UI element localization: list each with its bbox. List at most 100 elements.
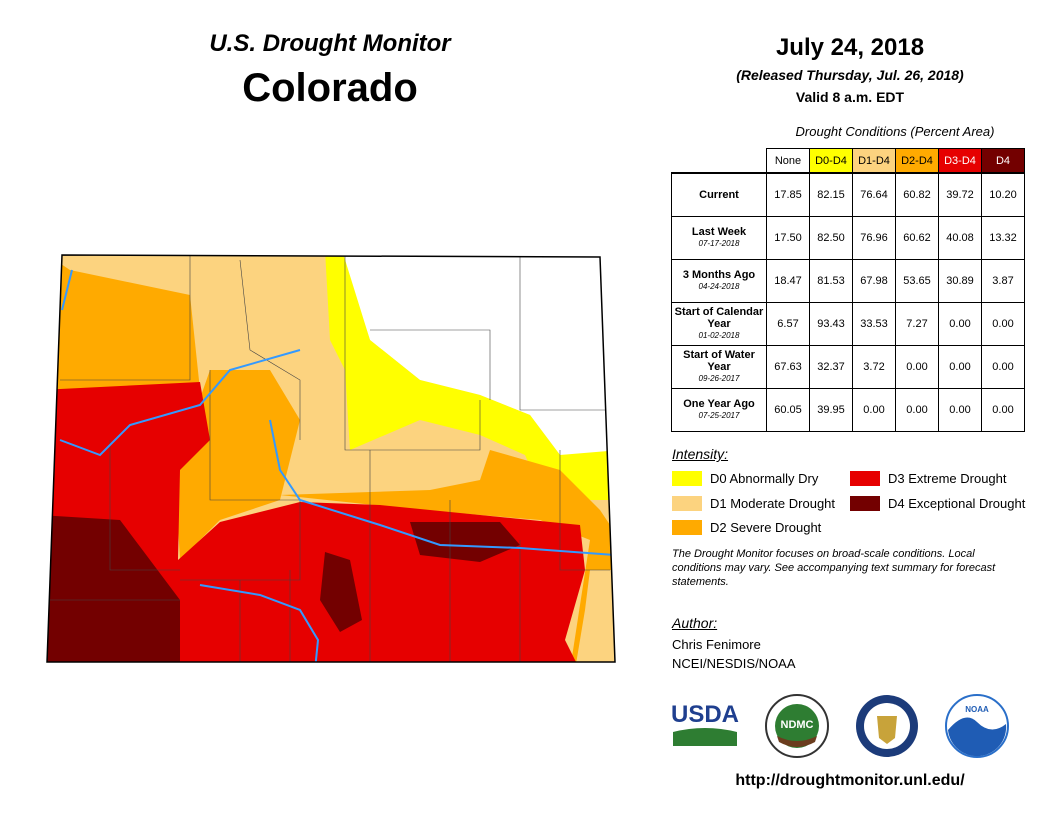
row-date: 01-02-2018 xyxy=(698,331,740,340)
value-cell: 33.53 xyxy=(852,302,896,346)
legend-item: D1 Moderate Drought xyxy=(672,496,835,511)
d2-area xyxy=(47,255,200,390)
value-cell: 53.65 xyxy=(895,259,939,303)
value-cell: 81.53 xyxy=(809,259,853,303)
logos: USDA NDMC NOAA xyxy=(671,694,1009,758)
county-lines xyxy=(47,255,615,662)
value-cell: 18.47 xyxy=(766,259,810,303)
column-header: D0-D4 xyxy=(809,148,853,174)
d1-area xyxy=(575,570,615,662)
legend-item: D0 Abnormally Dry xyxy=(672,471,818,486)
table-row: Current 17.85 82.15 76.64 60.82 39.72 10.20 xyxy=(671,172,1025,217)
drought-areas xyxy=(47,255,615,662)
table-row: 3 Months Ago 04-24-2018 18.47 81.53 67.98 53.… xyxy=(671,259,1025,303)
legend-title: Intensity: xyxy=(672,446,729,462)
author-org: NCEI/NESDIS/NOAA xyxy=(672,656,796,671)
value-cell: 0.00 xyxy=(895,345,939,389)
state-outline xyxy=(46,254,616,663)
value-cell: 82.50 xyxy=(809,216,853,260)
table-row: Last Week 07-17-2018 17.50 82.50 76.96 60.62 4… xyxy=(671,216,1025,260)
value-cell: 3.87 xyxy=(981,259,1025,303)
value-cell: 0.00 xyxy=(938,302,982,346)
table-row: Start of Calendar Year 01-02-2018 6.57 93.4… xyxy=(671,302,1025,346)
d0-area xyxy=(325,255,615,500)
column-header: D4 xyxy=(981,148,1025,174)
table-caption: Drought Conditions (Percent Area) xyxy=(795,124,995,139)
value-cell: 67.63 xyxy=(766,345,810,389)
map xyxy=(46,254,616,663)
legend-swatch xyxy=(672,496,702,511)
author-name: Chris Fenimore xyxy=(672,637,761,652)
legend-label: D1 Moderate Drought xyxy=(710,496,836,511)
no-drought-area xyxy=(340,255,615,455)
value-cell: 13.32 xyxy=(981,216,1025,260)
release-date: (Released Thursday, Jul. 26, 2018) xyxy=(736,67,964,83)
ndmc-logo: NDMC xyxy=(781,719,814,731)
legend-swatch xyxy=(672,471,702,486)
legend-item: D2 Severe Drought xyxy=(672,520,821,535)
value-cell: 32.37 xyxy=(809,345,853,389)
ndmc-inner xyxy=(775,704,819,748)
row-label: Start of Calendar Year 01-02-2018 xyxy=(671,302,767,346)
column-header: None xyxy=(766,148,810,174)
column-header: D2-D4 xyxy=(895,148,939,174)
usda-swoosh xyxy=(673,728,737,746)
value-cell: 30.89 xyxy=(938,259,982,303)
row-name: Current xyxy=(699,189,739,201)
legend-item: D3 Extreme Drought xyxy=(850,471,1007,486)
header-row: None D0-D4 D1-D4 D2-D4 D3-D4 D4 xyxy=(672,148,1025,174)
d4-area xyxy=(47,515,180,662)
noaa-logo: NOAA xyxy=(965,705,989,714)
table-row: Start of Water Year 09-26-2017 67.63 32.37 3… xyxy=(671,345,1025,389)
d4-area xyxy=(410,522,520,562)
legend-label: D2 Severe Drought xyxy=(710,520,822,535)
row-name: Start of Water Year xyxy=(683,349,755,373)
row-label: Start of Water Year 09-26-2017 xyxy=(671,345,767,389)
value-cell: 6.57 xyxy=(766,302,810,346)
value-cell: 17.50 xyxy=(766,216,810,260)
value-cell: 0.00 xyxy=(938,345,982,389)
url[interactable]: http://droughtmonitor.unl.edu/ xyxy=(735,772,965,789)
row-name: 3 Months Ago xyxy=(682,269,756,281)
usda-logo: USDA xyxy=(671,701,739,728)
legend-label: D4 Exceptional Drought xyxy=(888,496,1026,511)
conditions-table: None D0-D4 D1-D4 D2-D4 D3-D4 D4 Current 17.85 82… xyxy=(671,148,1025,432)
legend-swatch xyxy=(672,520,702,535)
row-label: Last Week 07-17-2018 xyxy=(671,216,767,260)
legend-item: D4 Exceptional Drought xyxy=(850,496,1025,511)
value-cell: 17.85 xyxy=(766,172,810,217)
author-title: Author: xyxy=(672,615,718,631)
value-cell: 93.43 xyxy=(809,302,853,346)
value-cell: 0.00 xyxy=(981,345,1025,389)
d2-area xyxy=(280,450,615,662)
value-cell: 40.08 xyxy=(938,216,982,260)
value-cell: 60.05 xyxy=(766,388,810,432)
value-cell: 60.62 xyxy=(895,216,939,260)
note: The Drought Monitor focuses on broad-sca… xyxy=(672,548,996,588)
row-name: Last Week xyxy=(691,226,747,238)
rivers xyxy=(59,269,615,662)
map-date: July 24, 2018 xyxy=(775,34,925,61)
commerce-shield xyxy=(877,716,897,744)
row-name: Start of Calendar Year xyxy=(674,306,764,330)
legend-swatch xyxy=(850,471,880,486)
value-cell: 3.72 xyxy=(852,345,896,389)
legend-label: D0 Abnormally Dry xyxy=(710,471,819,486)
row-date: 09-26-2017 xyxy=(698,374,740,383)
value-cell: 0.00 xyxy=(895,388,939,432)
value-cell: 7.27 xyxy=(895,302,939,346)
row-date: 04-24-2018 xyxy=(698,282,740,291)
value-cell: 67.98 xyxy=(852,259,896,303)
value-cell: 0.00 xyxy=(981,302,1025,346)
noaa-wave xyxy=(948,717,1007,757)
value-cell: 76.64 xyxy=(852,172,896,217)
row-label: Current xyxy=(671,172,767,217)
column-header: D3-D4 xyxy=(938,148,982,174)
d4-area xyxy=(320,552,362,632)
value-cell: 0.00 xyxy=(938,388,982,432)
state-name: Colorado xyxy=(242,66,418,110)
legend-swatch xyxy=(850,496,880,511)
value-cell: 0.00 xyxy=(852,388,896,432)
d2-area xyxy=(175,370,300,560)
